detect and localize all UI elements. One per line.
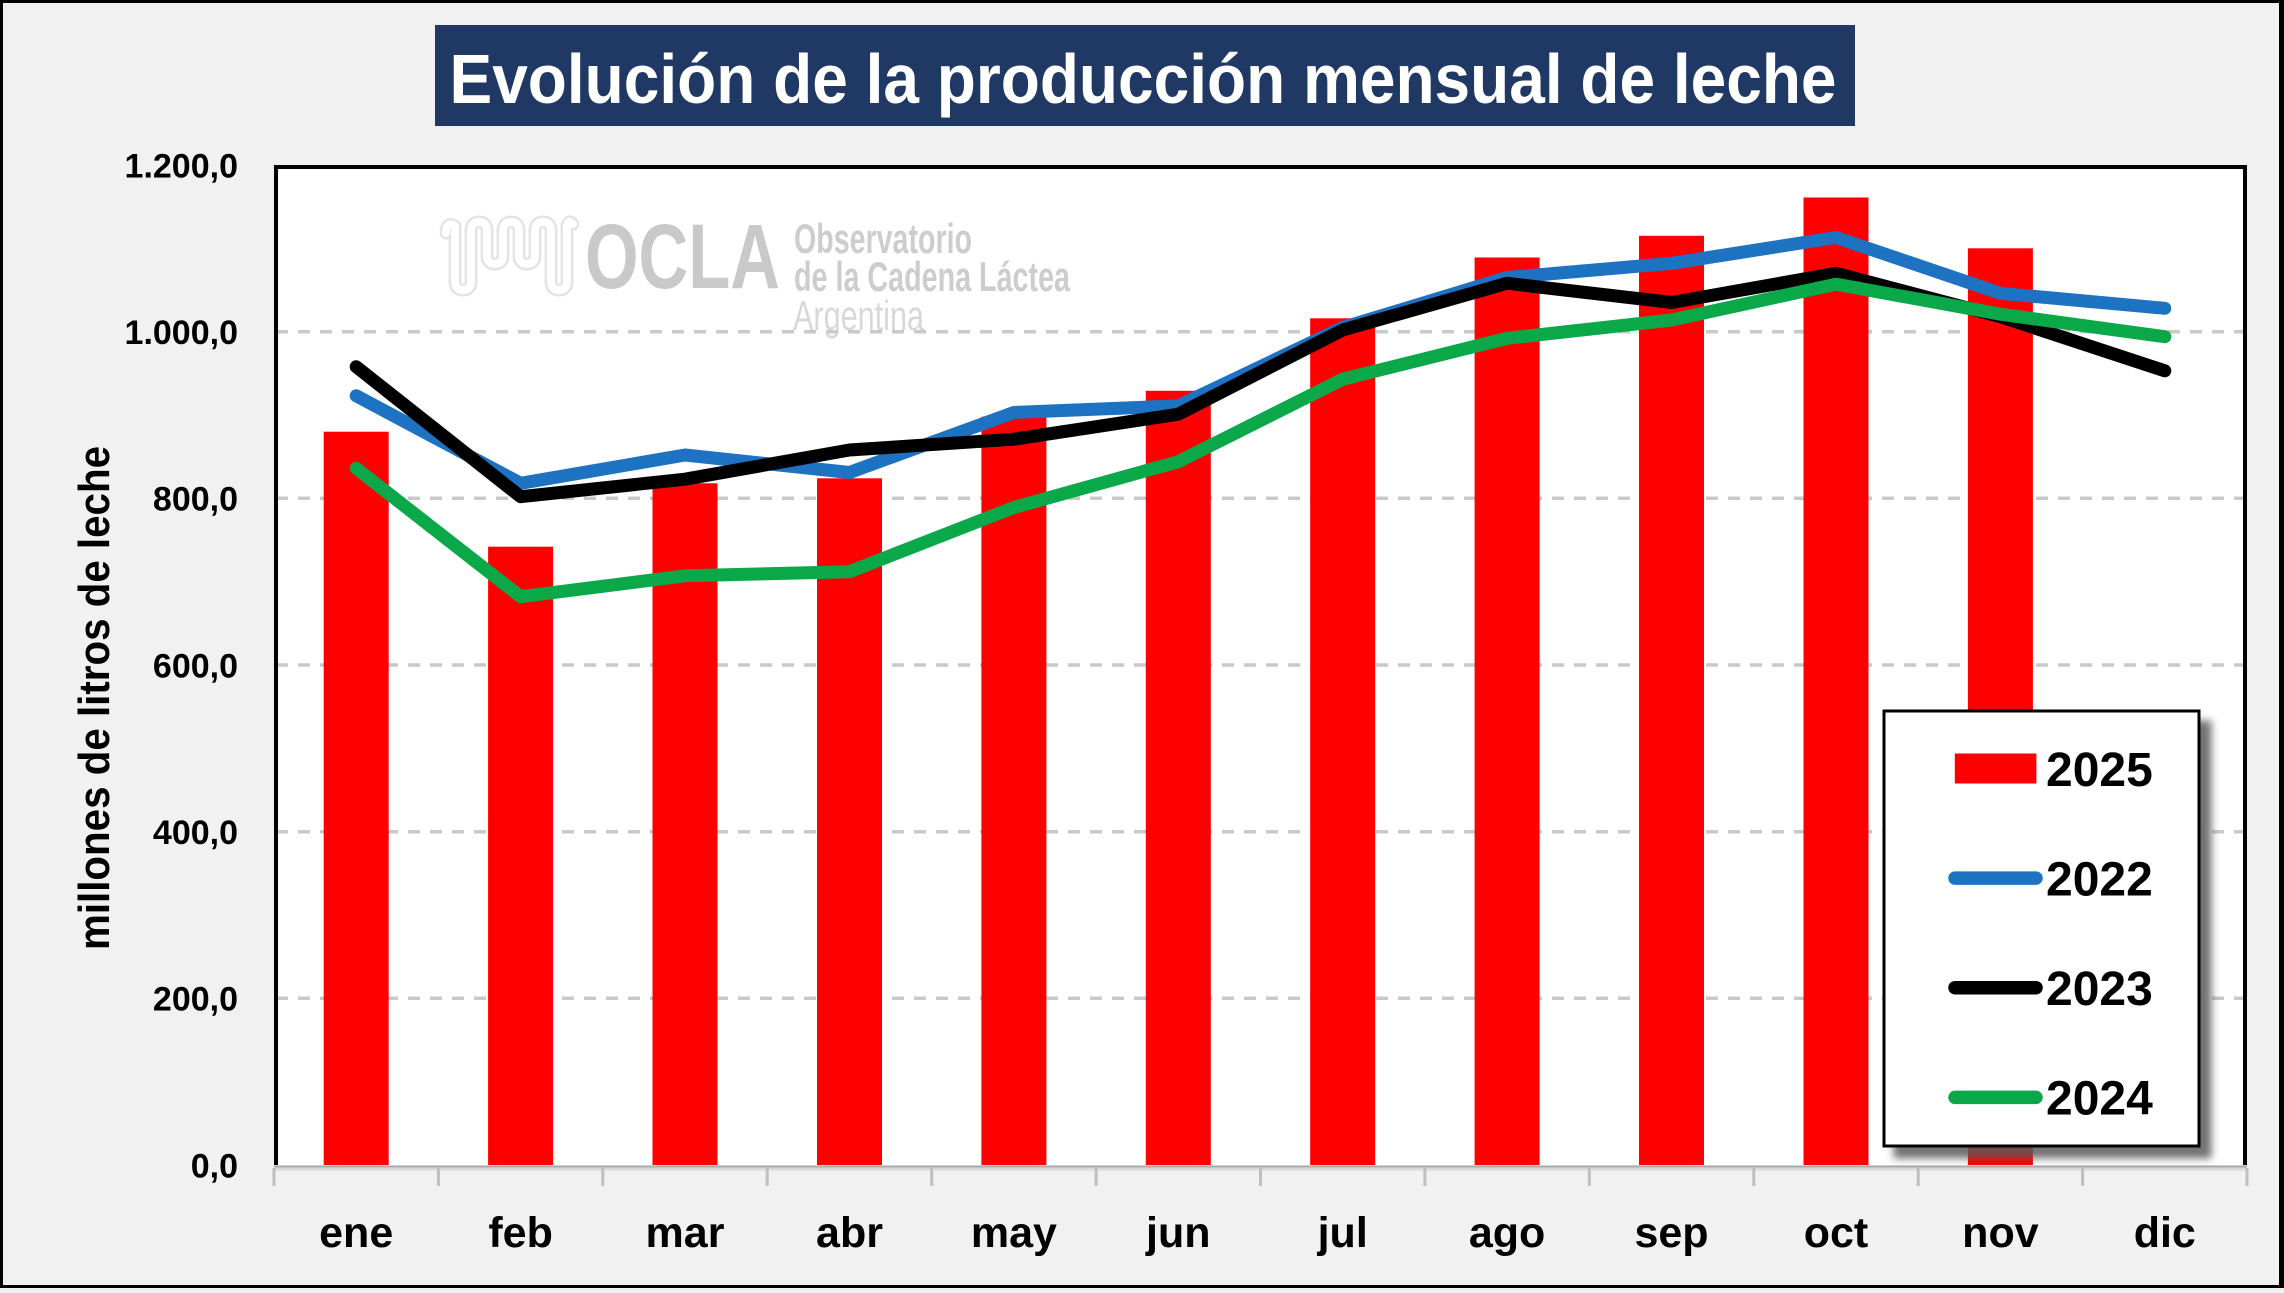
svg-text:sep: sep [1634, 1209, 1708, 1257]
svg-text:abr: abr [816, 1209, 883, 1257]
svg-text:ene: ene [319, 1209, 393, 1257]
svg-text:2022: 2022 [2046, 853, 2153, 906]
svg-text:400,0: 400,0 [153, 814, 238, 852]
svg-text:feb: feb [488, 1209, 553, 1257]
svg-text:ago: ago [1469, 1209, 1545, 1257]
svg-text:de la Cadena Láctea: de la Cadena Láctea [794, 253, 1070, 300]
svg-text:600,0: 600,0 [153, 647, 238, 685]
svg-text:may: may [971, 1209, 1057, 1257]
svg-text:800,0: 800,0 [153, 481, 238, 519]
svg-text:1.200,0: 1.200,0 [125, 147, 238, 185]
svg-text:jun: jun [1145, 1209, 1210, 1257]
svg-text:oct: oct [1804, 1209, 1869, 1257]
svg-text:2023: 2023 [2046, 963, 2153, 1016]
svg-text:2024: 2024 [2046, 1073, 2153, 1126]
svg-text:2025: 2025 [2046, 744, 2153, 797]
svg-text:0,0: 0,0 [191, 1147, 238, 1185]
svg-text:mar: mar [646, 1209, 725, 1257]
svg-text:nov: nov [1962, 1209, 2039, 1257]
svg-text:dic: dic [2134, 1209, 2196, 1257]
svg-text:OCLA: OCLA [585, 206, 780, 308]
svg-text:jul: jul [1317, 1209, 1368, 1257]
svg-text:Observatorio: Observatorio [794, 215, 972, 262]
svg-text:1.000,0: 1.000,0 [125, 314, 238, 352]
svg-text:200,0: 200,0 [153, 981, 238, 1019]
svg-text:millones de litros de leche: millones de litros de leche [70, 446, 119, 950]
svg-text:Evolución de la producción men: Evolución de la producción mensual de le… [450, 40, 1837, 118]
